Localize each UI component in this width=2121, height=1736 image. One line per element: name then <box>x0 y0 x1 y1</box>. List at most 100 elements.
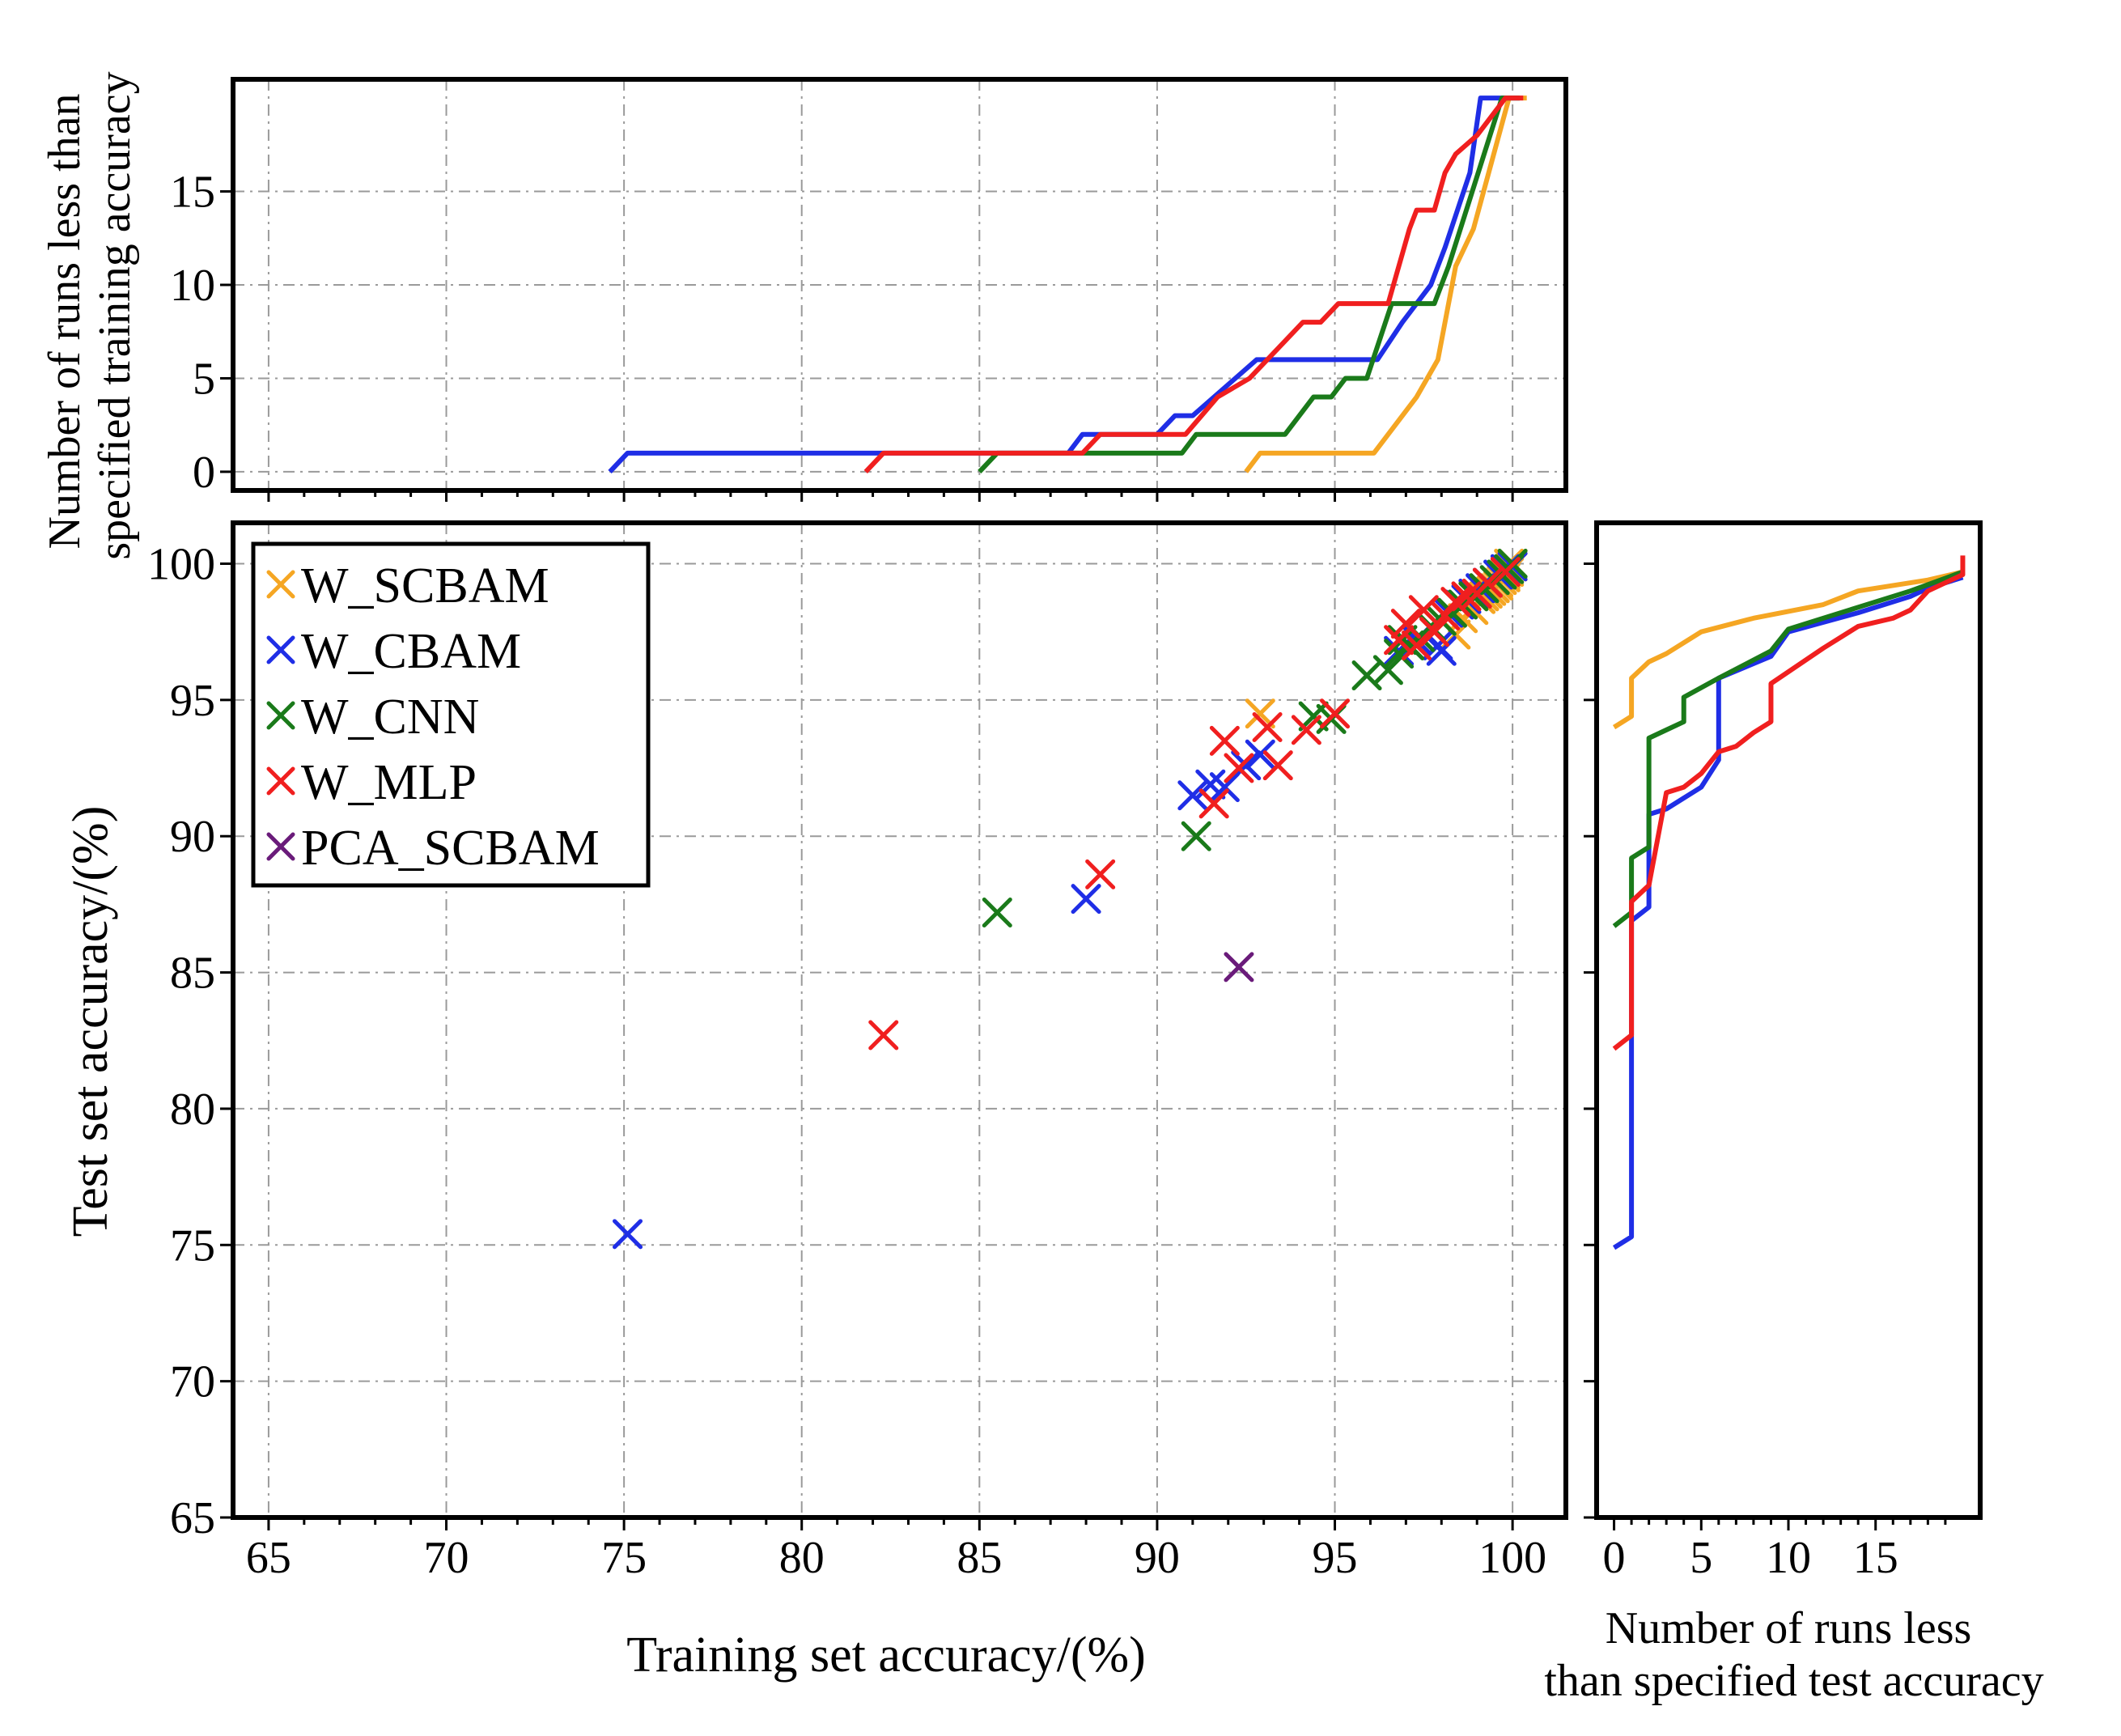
scatter-marks <box>613 549 1528 1250</box>
right-lines <box>1612 555 1966 1250</box>
scatter-point-w-mlp-stroke <box>1419 617 1449 647</box>
top-y-tick-label: 15 <box>170 168 215 218</box>
scatter-y-axis-title: Test set accuracy/(%) <box>63 806 118 1237</box>
scatter-x-tick-label: 75 <box>601 1533 647 1583</box>
scatter-y-tick-label: 65 <box>170 1493 215 1543</box>
top-lines <box>608 96 1527 473</box>
scatter-point-w-cbam-stroke <box>1231 750 1262 781</box>
scatter-point-w-mlp <box>868 1020 899 1051</box>
top-grid <box>233 79 1566 490</box>
scatter-point-w-mlp <box>1419 617 1449 647</box>
scatter-x-tick-label: 85 <box>957 1533 1002 1583</box>
scatter-point-w-cbam <box>1071 884 1101 915</box>
scatter-point-w-mlp-stroke <box>1320 698 1351 729</box>
scatter-x-tick-label: 65 <box>246 1533 291 1583</box>
scatter-panel: 65 70 75 80 85 90 95 100 65 70 75 80 85 90 95 100 Train… <box>63 520 1568 1683</box>
top-line-w-cbam <box>608 96 1520 473</box>
scatter-point-w-cnn-stroke <box>1351 660 1382 691</box>
legend: W_SCBAM W_CBAM W_CNN W_MLP PCA_SCBAM <box>251 541 651 888</box>
scatter-point-w-cbam <box>1245 739 1275 770</box>
scatter-point-w-mlp-stroke <box>1390 609 1421 639</box>
scatter-point-w-cnn <box>1181 821 1211 851</box>
scatter-point-w-mlp-stroke <box>1085 859 1116 889</box>
scatter-y-tick-label: 70 <box>170 1357 215 1407</box>
scatter-x-tick-label: 80 <box>779 1533 825 1583</box>
scatter-point-w-cbam-stroke <box>613 1219 643 1250</box>
scatter-grid <box>233 523 1566 1518</box>
legend-marker-pca-scbam <box>266 832 295 861</box>
scatter-x-tick-label: 100 <box>1478 1533 1546 1583</box>
legend-label-w-cnn: W_CNN <box>301 690 479 745</box>
legend-marker-w-cbam <box>266 635 295 664</box>
scatter-point-w-mlp-stroke <box>1472 567 1503 598</box>
legend-marker-w-mlp <box>266 766 295 796</box>
legend-label-w-mlp: W_MLP <box>301 755 477 810</box>
scatter-frame <box>231 520 1568 1520</box>
legend-label-w-scbam: W_SCBAM <box>301 558 549 613</box>
scatter-y-tick-label: 90 <box>170 812 215 862</box>
scatter-point-w-mlp-stroke <box>1209 725 1240 756</box>
legend-marker-w-cnn <box>266 701 295 730</box>
top-y-tick-label: 10 <box>170 261 215 311</box>
legend-item-w-scbam: W_SCBAM <box>266 558 549 613</box>
top-y-axis-title-line-1: Number of runs less than <box>40 93 90 549</box>
legend-marker-w-scbam-stroke <box>266 570 295 599</box>
right-x-axis-title-line-1: Number of runs less <box>1606 1603 1972 1653</box>
scatter-point-w-mlp <box>1291 715 1321 745</box>
legend-item-w-mlp: W_MLP <box>266 755 477 810</box>
scatter-point-w-mlp-stroke <box>1252 712 1283 743</box>
right-x-tick-label: 10 <box>1766 1533 1811 1583</box>
right-line-w-scbam <box>1612 569 1964 730</box>
scatter-point-pca-scbam <box>1224 952 1254 983</box>
top-y-axis-title-line-2: specified training accuracy <box>90 71 140 559</box>
scatter-point-w-mlp <box>1320 698 1351 729</box>
scatter-point-pca-scbam-stroke <box>1224 952 1254 983</box>
legend-label-pca-scbam: PCA_SCBAM <box>301 821 600 876</box>
right-line-w-cbam <box>1612 575 1964 1250</box>
legend-item-w-cnn: W_CNN <box>266 690 479 745</box>
scatter-point-w-cbam <box>1177 780 1208 811</box>
right-x-tick-label: 0 <box>1603 1533 1626 1583</box>
scatter-point-w-mlp <box>1402 630 1432 661</box>
right-x-axis-title: Number of runs less than specified test … <box>1544 1603 2043 1706</box>
scatter-point-w-mlp-stroke <box>1224 753 1254 783</box>
right-ticks: 0 5 10 15 <box>1584 562 1947 1583</box>
top-line-w-scbam <box>1244 96 1527 473</box>
right-line-w-cnn <box>1612 569 1964 928</box>
legend-label-w-cbam: W_CBAM <box>301 624 521 679</box>
scatter-point-w-scbam <box>1245 698 1275 729</box>
scatter-point-w-mlp-stroke <box>1451 581 1482 612</box>
scatter-point-w-mlp-stroke <box>1262 750 1293 781</box>
legend-marker-pca-scbam-stroke <box>266 832 295 861</box>
legend-marker-w-scbam <box>266 570 295 599</box>
top-line-w-mlp <box>863 96 1524 473</box>
scatter-point-w-mlp-stroke <box>868 1020 899 1051</box>
top-y-axis-title: Number of runs less than specified train… <box>40 71 140 559</box>
scatter-y-tick-label: 75 <box>170 1220 215 1271</box>
scatter-point-w-mlp-stroke <box>1490 557 1521 588</box>
scatter-x-tick-label: 95 <box>1313 1533 1358 1583</box>
scatter-x-tick-label: 70 <box>424 1533 469 1583</box>
scatter-point-w-mlp <box>1198 788 1229 819</box>
legend-marker-w-mlp-stroke <box>266 766 295 796</box>
right-x-tick-label: 15 <box>1853 1533 1898 1583</box>
scatter-point-w-mlp <box>1224 753 1254 783</box>
top-line-w-cnn <box>978 96 1520 473</box>
scatter-point-w-mlp <box>1490 557 1521 588</box>
scatter-point-w-mlp-stroke <box>1198 788 1229 819</box>
scatter-point-w-cbam <box>613 1219 643 1250</box>
scatter-point-w-cbam <box>1231 750 1262 781</box>
scatter-point-w-cnn-stroke <box>982 897 1012 927</box>
legend-marker-w-cbam-stroke <box>266 635 295 664</box>
scatter-point-w-cbam <box>1426 635 1457 666</box>
scatter-point-w-cnn-stroke <box>1372 655 1403 685</box>
scatter-point-w-mlp <box>1390 609 1421 639</box>
legend-frame <box>251 541 651 888</box>
scatter-point-w-cbam-stroke <box>1245 739 1275 770</box>
scatter-point-w-cbam-stroke <box>1071 884 1101 915</box>
legend-item-w-cbam: W_CBAM <box>266 624 521 679</box>
right-panel: 0 5 10 15 Number of runs less than specifie… <box>1544 520 2044 1706</box>
scatter-point-w-cnn <box>982 897 1012 927</box>
scatter-point-w-mlp <box>1472 567 1503 598</box>
